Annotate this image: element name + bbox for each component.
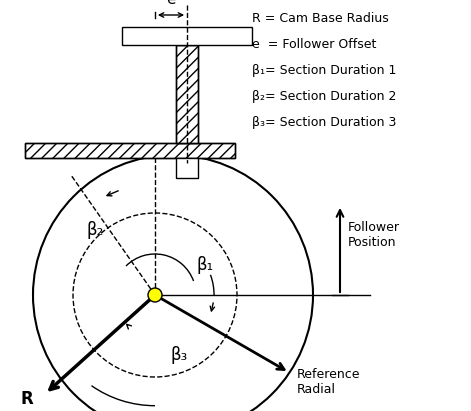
Text: Follower
Position: Follower Position [348, 221, 400, 249]
Bar [25, 143, 235, 158]
Bar [25, 143, 235, 158]
Text: R = Cam Base Radius: R = Cam Base Radius [252, 12, 389, 25]
Text: e  = Follower Offset: e = Follower Offset [252, 38, 376, 51]
Text: β₃= Section Duration 3: β₃= Section Duration 3 [252, 116, 397, 129]
Text: β₁: β₁ [197, 256, 214, 274]
Text: β₁= Section Duration 1: β₁= Section Duration 1 [252, 64, 397, 77]
Text: R: R [21, 390, 33, 408]
Bar [176, 45, 198, 143]
Bar [176, 45, 198, 143]
Bar [176, 158, 198, 178]
Text: e: e [166, 0, 176, 7]
Bar [122, 27, 252, 45]
Text: β₂= Section Duration 2: β₂= Section Duration 2 [252, 90, 397, 103]
Text: Reference
Radial: Reference Radial [297, 367, 361, 395]
Text: β₂: β₂ [87, 221, 105, 239]
Circle shape [148, 288, 162, 302]
Text: β₃: β₃ [170, 346, 187, 364]
